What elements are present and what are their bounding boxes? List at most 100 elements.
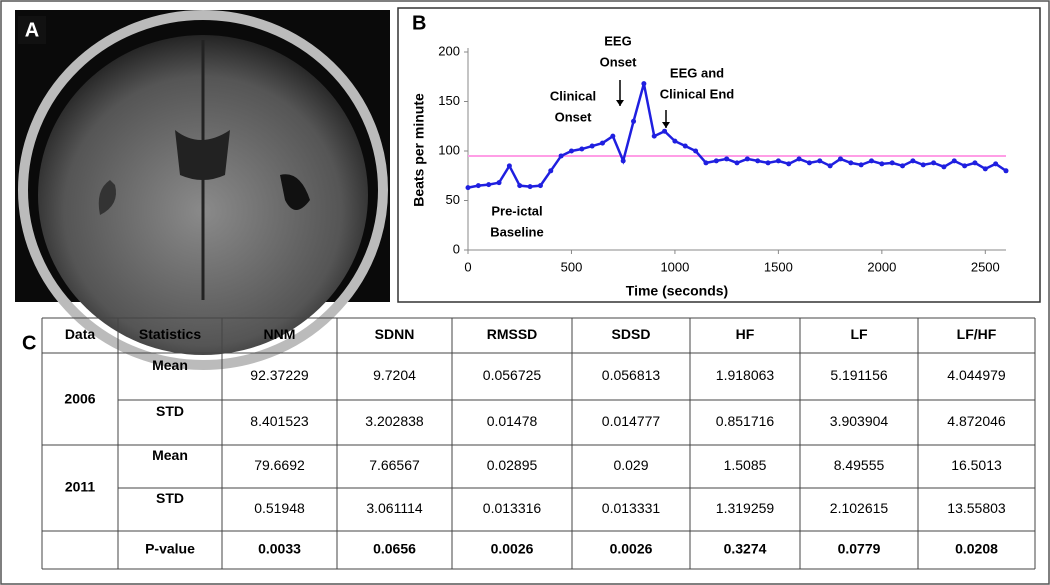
- table-cell: 16.5013: [951, 457, 1002, 473]
- data-point: [651, 133, 657, 139]
- panel-label: B: [412, 12, 426, 34]
- x-tick-label: 1500: [764, 259, 793, 274]
- data-point: [920, 162, 926, 168]
- table-cell: 9.7204: [373, 367, 416, 383]
- table-cell: 3.202838: [365, 413, 424, 429]
- table-cell: Mean: [152, 357, 188, 373]
- data-point: [568, 148, 574, 154]
- data-point: [641, 81, 647, 87]
- x-tick-label: 2500: [971, 259, 1000, 274]
- table-cell: 0.01478: [487, 413, 538, 429]
- data-point: [910, 158, 916, 164]
- data-point: [517, 183, 523, 189]
- data-point: [972, 160, 978, 166]
- data-point: [900, 163, 906, 169]
- x-axis-label: Time (seconds): [626, 283, 728, 299]
- data-point: [537, 183, 543, 189]
- data-point: [527, 184, 533, 190]
- arrow-head: [616, 100, 624, 106]
- table-cell: 2.102615: [830, 500, 889, 516]
- table-cell: 0.51948: [254, 500, 305, 516]
- data-point: [600, 140, 605, 146]
- annotation: EEG: [604, 33, 631, 48]
- table-cell: STD: [156, 403, 184, 419]
- panel-label: C: [22, 332, 36, 354]
- table-cell: 13.55803: [947, 500, 1006, 516]
- data-point: [796, 156, 802, 162]
- data-point: [610, 133, 616, 139]
- data-point: [703, 160, 709, 166]
- table-cell: 1.319259: [716, 500, 775, 516]
- table-cell: 5.191156: [830, 367, 888, 383]
- data-point: [579, 146, 585, 152]
- data-point: [806, 160, 812, 166]
- y-axis-label: Beats per minute: [411, 93, 427, 207]
- table-cell: 0.056725: [483, 367, 542, 383]
- table-cell: 0.0779: [838, 541, 881, 557]
- table-cell: SDNN: [375, 326, 415, 342]
- table-cell: RMSSD: [487, 326, 538, 342]
- table-cell: LF: [850, 326, 868, 342]
- table-cell: NNM: [264, 326, 296, 342]
- table-cell: 0.013316: [483, 500, 542, 516]
- x-tick-label: 2000: [867, 259, 896, 274]
- data-point: [475, 183, 481, 189]
- data-point: [786, 161, 792, 167]
- panel-b-border: [397, 7, 1041, 303]
- table-cell: 8.49555: [834, 457, 885, 473]
- annotation: Onset: [600, 54, 638, 69]
- data-point: [1003, 168, 1009, 174]
- y-tick-label: 100: [438, 142, 460, 157]
- table-cell: 4.872046: [947, 413, 1006, 429]
- data-point: [941, 164, 947, 170]
- table: Data Statistics NNM SDNN RMSSD SDSD HF LF LF/HF 2…: [41, 317, 1036, 570]
- data-point: [486, 182, 492, 188]
- data-point: [817, 158, 823, 164]
- table-cell: 0.013331: [602, 500, 661, 516]
- data-point: [693, 148, 699, 154]
- table-cell: 3.061114: [366, 500, 423, 516]
- annotation: EEG and: [670, 65, 724, 80]
- table-cell: 0.0656: [373, 541, 416, 557]
- table-cell: 1.5085: [724, 457, 767, 473]
- table-cell: 0.0208: [955, 541, 998, 557]
- annotation: Onset: [555, 109, 593, 124]
- data-point: [775, 158, 781, 164]
- table-cell: 3.903904: [830, 413, 889, 429]
- data-point: [620, 158, 626, 164]
- data-point: [589, 143, 595, 149]
- panel-label: A: [25, 19, 39, 41]
- panel-label-bg: [18, 16, 46, 44]
- table-cell: 7.66567: [369, 457, 420, 473]
- mri-image: [15, 10, 390, 370]
- data-point: [631, 118, 637, 124]
- data-point: [765, 160, 771, 166]
- data-point: [506, 163, 512, 169]
- data-point: [682, 143, 688, 149]
- table-cell: SDSD: [612, 326, 651, 342]
- y-tick-label: 150: [438, 93, 460, 108]
- data-point: [465, 185, 471, 191]
- data-point: [827, 163, 833, 169]
- data-point: [548, 168, 554, 174]
- data-point: [755, 158, 761, 164]
- table-cell: HF: [736, 326, 755, 342]
- table-cell: 8.401523: [250, 413, 309, 429]
- arrow-head: [662, 122, 670, 128]
- table-cell: 0.056813: [602, 367, 661, 383]
- table-cell: 4.044979: [947, 367, 1006, 383]
- table-cell: 92.37229: [250, 367, 309, 383]
- annotation: Baseline: [490, 224, 543, 239]
- data-point: [879, 161, 885, 167]
- data-point: [982, 166, 988, 172]
- data-point: [558, 153, 564, 159]
- table-cell: 0.0026: [491, 541, 534, 557]
- data-point: [496, 180, 502, 186]
- table-cell: 2011: [65, 479, 96, 495]
- table-cell: 79.6692: [254, 457, 305, 473]
- data-point: [869, 158, 874, 164]
- data-point: [724, 156, 730, 162]
- table-cell: Data: [65, 326, 96, 342]
- data-point: [951, 158, 957, 164]
